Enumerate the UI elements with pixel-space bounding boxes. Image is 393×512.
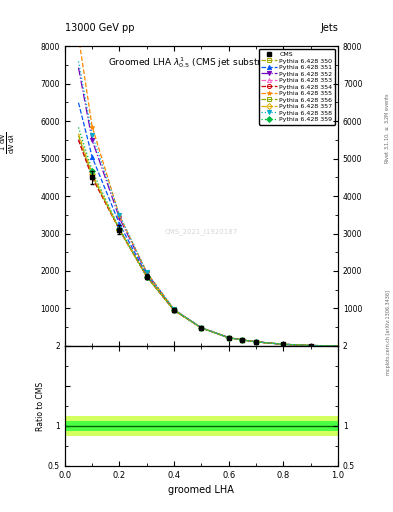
Text: $\frac{1}{\mathrm{d}N}\frac{\mathrm{d}N}{\mathrm{d}\lambda}$: $\frac{1}{\mathrm{d}N}\frac{\mathrm{d}N}…: [0, 132, 17, 155]
Legend: CMS, Pythia 6.428 350, Pythia 6.428 351, Pythia 6.428 352, Pythia 6.428 353, Pyt: CMS, Pythia 6.428 350, Pythia 6.428 351,…: [259, 49, 335, 124]
X-axis label: groomed LHA: groomed LHA: [169, 485, 234, 495]
Text: Jets: Jets: [320, 23, 338, 33]
Text: 13000 GeV pp: 13000 GeV pp: [65, 23, 134, 33]
Text: CMS_2021_I1920187: CMS_2021_I1920187: [165, 229, 238, 236]
Y-axis label: Ratio to CMS: Ratio to CMS: [36, 381, 45, 431]
Text: Rivet 3.1.10, $\geq$ 3.2M events: Rivet 3.1.10, $\geq$ 3.2M events: [384, 92, 391, 164]
Text: mcplots.cern.ch [arXiv:1306.3436]: mcplots.cern.ch [arXiv:1306.3436]: [386, 290, 391, 375]
Text: Groomed LHA $\lambda^{1}_{0.5}$ (CMS jet substructure): Groomed LHA $\lambda^{1}_{0.5}$ (CMS jet…: [108, 55, 294, 70]
